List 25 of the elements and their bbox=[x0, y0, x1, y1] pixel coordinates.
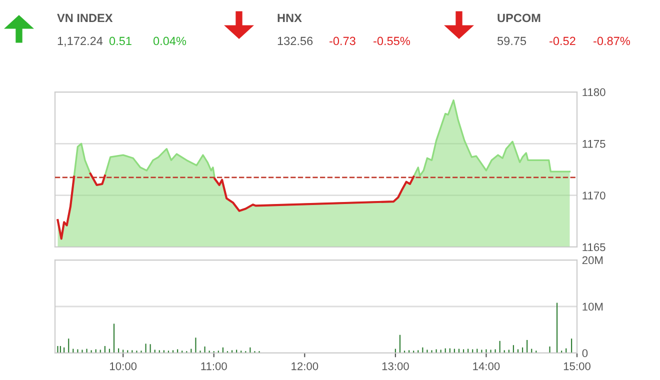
x-tick-label: 12:00 bbox=[292, 362, 318, 370]
y-tick-label: 1165 bbox=[582, 243, 606, 252]
text: 1,172.24 bbox=[58, 36, 103, 47]
data-label: -0.55% bbox=[374, 36, 410, 46]
category-label: VN INDEX bbox=[57, 14, 113, 22]
x-tick-label: 14:00 bbox=[473, 362, 500, 370]
y-tick-label: 1180 bbox=[582, 88, 606, 96]
text: 59.75 bbox=[497, 36, 526, 46]
x-tick-label: 10:00 bbox=[110, 362, 137, 370]
y-tick-label: 1170 bbox=[582, 192, 606, 200]
text: 132.56 bbox=[278, 36, 313, 46]
y-tick-label: 0 bbox=[582, 349, 588, 358]
category-label: UPCOM bbox=[498, 14, 540, 22]
y-tick-label: 1175 bbox=[582, 140, 606, 148]
y-tick-label: 10M bbox=[582, 302, 603, 311]
data-label: -0.73 bbox=[330, 36, 356, 46]
x-tick-label: 15:00 bbox=[564, 362, 590, 370]
data-label: -0.87% bbox=[594, 36, 630, 46]
data-label: 0.51 bbox=[109, 36, 132, 46]
category-label: HNX bbox=[278, 14, 302, 22]
x-tick-label: 13:00 bbox=[382, 362, 409, 370]
data-label: -0.52 bbox=[550, 36, 576, 46]
data-label: 0.04% bbox=[153, 36, 186, 46]
x-tick-label: 11:00 bbox=[201, 362, 227, 370]
y-tick-label: 20M bbox=[582, 256, 603, 264]
